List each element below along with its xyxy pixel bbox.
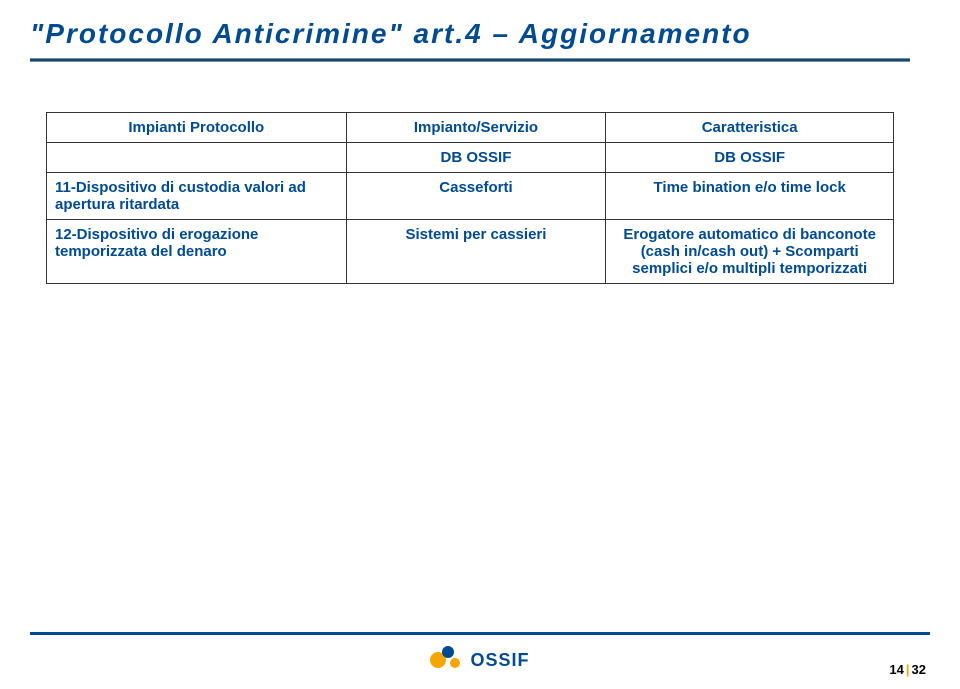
- impianti-table: Impianti Protocollo Impianto/Servizio Ca…: [46, 112, 894, 284]
- footer-rule: [30, 632, 930, 635]
- header: "Protocollo Anticrimine" art.4 – Aggiorn…: [0, 0, 960, 62]
- table-header-row: Impianti Protocollo Impianto/Servizio Ca…: [47, 113, 894, 143]
- logo-text: OSSIF: [470, 650, 529, 671]
- cell-impianti: 12-Dispositivo di erogazione temporizzat…: [47, 220, 347, 284]
- cell-impianti: 11-Dispositivo di custodia valori ad ape…: [47, 173, 347, 220]
- table-row: 11-Dispositivo di custodia valori ad ape…: [47, 173, 894, 220]
- footer-content: OSSIF 14|32: [0, 641, 960, 679]
- table-row: 12-Dispositivo di erogazione temporizzat…: [47, 220, 894, 284]
- col-header-caratteristica: Caratteristica: [606, 113, 894, 143]
- col-header-servizio: Impianto/Servizio: [346, 113, 606, 143]
- subheader-dbossif-2: DB OSSIF: [606, 143, 894, 173]
- cell-caratteristica: Time bination e/o time lock: [606, 173, 894, 220]
- ossif-logo: OSSIF: [430, 646, 529, 674]
- title-underline: [30, 58, 910, 62]
- col-header-impianti: Impianti Protocollo: [47, 113, 347, 143]
- logo-icon: [430, 646, 464, 674]
- cell-caratteristica: Erogatore automatico di banconote (cash …: [606, 220, 894, 284]
- subheader-empty: [47, 143, 347, 173]
- cell-servizio: Casseforti: [346, 173, 606, 220]
- table-subheader-row: DB OSSIF DB OSSIF: [47, 143, 894, 173]
- cell-servizio: Sistemi per cassieri: [346, 220, 606, 284]
- footer: OSSIF 14|32: [0, 632, 960, 679]
- page-number: 14|32: [889, 662, 926, 677]
- page-title: "Protocollo Anticrimine" art.4 – Aggiorn…: [30, 18, 960, 50]
- subheader-dbossif-1: DB OSSIF: [346, 143, 606, 173]
- page-total: 32: [912, 662, 926, 677]
- page-separator: |: [904, 662, 912, 677]
- page-current: 14: [889, 662, 903, 677]
